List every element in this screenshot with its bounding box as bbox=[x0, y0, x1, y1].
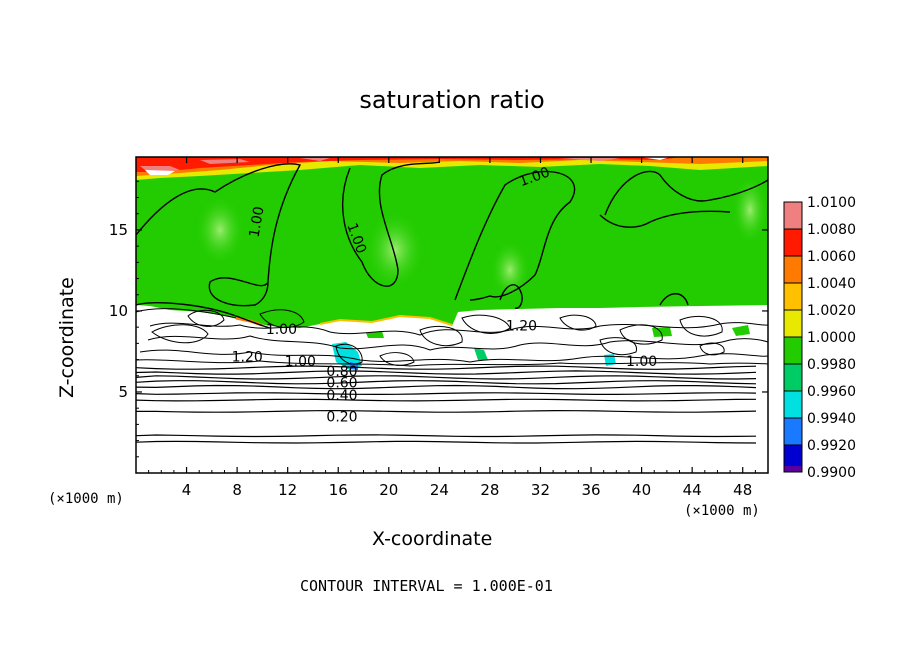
x-tick-label: 12 bbox=[278, 481, 297, 499]
colorbar-swatch bbox=[784, 202, 802, 229]
colorbar-swatch bbox=[784, 229, 802, 256]
colorbar: 1.0100 1.0080 1.0060 1.0040 1.0020 1.0000 0.99… bbox=[783, 195, 856, 481]
x-tick-label: 8 bbox=[232, 481, 242, 499]
x-axis-label: X-coordinate bbox=[372, 528, 493, 550]
x-unit-label-left: (×1000 m) bbox=[48, 491, 124, 507]
colorbar-label: 1.0100 bbox=[807, 195, 856, 211]
colorbar-swatch bbox=[784, 364, 802, 391]
colorbar-swatch bbox=[784, 391, 802, 418]
contour-label-text: 1.00 bbox=[626, 354, 657, 370]
contour-label: 1.20 bbox=[506, 319, 537, 335]
contour-line bbox=[136, 384, 757, 390]
green-island bbox=[732, 325, 750, 336]
colorbar-label: 1.0060 bbox=[807, 249, 856, 265]
x-tick-label: 4 bbox=[182, 481, 192, 499]
contour-label-text: 1.00 bbox=[266, 322, 297, 338]
contour-label: 1.00 bbox=[285, 354, 316, 370]
x-unit-label-right: (×1000 m) bbox=[684, 503, 760, 519]
top-band-red bbox=[136, 157, 680, 172]
x-tick-label: 20 bbox=[379, 481, 398, 499]
contour-label: 0.80 bbox=[326, 364, 357, 380]
colorbar-label: 0.9980 bbox=[807, 357, 856, 373]
colorbar-swatch bbox=[784, 466, 802, 472]
subsaturated-cyan-patch bbox=[332, 342, 362, 370]
colorbar-swatch bbox=[784, 310, 802, 337]
glow-blob bbox=[195, 195, 245, 265]
colorbar-label: 0.9920 bbox=[807, 438, 856, 454]
contour-line bbox=[136, 380, 757, 385]
glow-blob bbox=[490, 240, 530, 300]
contour-label: 1.00 bbox=[626, 354, 657, 370]
x-tick-label: 44 bbox=[683, 481, 702, 499]
contour-label: 0.40 bbox=[326, 388, 357, 404]
field-layer bbox=[136, 157, 768, 473]
saturated-region bbox=[136, 157, 768, 328]
x-tick-label: 24 bbox=[430, 481, 449, 499]
contour-line bbox=[136, 365, 757, 370]
glow-blob bbox=[365, 210, 425, 290]
cloud-base-fringe bbox=[319, 314, 453, 326]
colorbar-label: 1.0020 bbox=[807, 303, 856, 319]
contour-line bbox=[136, 434, 757, 438]
green-island bbox=[652, 327, 672, 337]
colorbar-swatch bbox=[784, 418, 802, 445]
x-axis: 4 8 12 16 20 24 28 32 36 40 44 48 bbox=[148, 157, 756, 499]
contour-line bbox=[136, 398, 757, 402]
y-axis: 5 10 15 bbox=[109, 180, 768, 458]
x-tick-label: 28 bbox=[480, 481, 499, 499]
contour-label-text: 0.60 bbox=[326, 375, 357, 391]
colorbar-label: 1.0080 bbox=[807, 222, 856, 238]
contour-line bbox=[136, 440, 757, 444]
y-tick-label: 5 bbox=[118, 383, 128, 401]
x-tick-label: 36 bbox=[581, 481, 600, 499]
colorbar-label: 0.9940 bbox=[807, 411, 856, 427]
x-tick-label: 48 bbox=[733, 481, 752, 499]
contour-label: 0.60 bbox=[326, 375, 357, 391]
colorbar-swatch bbox=[784, 256, 802, 283]
contour-label-text: 0.80 bbox=[326, 364, 357, 380]
colorbar-swatch bbox=[784, 337, 802, 364]
contour-label: 1.00 bbox=[246, 205, 267, 238]
glow-blob bbox=[732, 175, 768, 245]
contour-line bbox=[136, 370, 757, 375]
contour-label: 1.00 bbox=[266, 322, 297, 338]
colorbar-swatch bbox=[784, 445, 802, 472]
colorbar-label: 1.0040 bbox=[807, 276, 856, 292]
colorbar-label: 0.9960 bbox=[807, 384, 856, 400]
colorbar-label: 1.0000 bbox=[807, 330, 856, 346]
contour-line bbox=[136, 392, 757, 396]
x-tick-label: 40 bbox=[632, 481, 651, 499]
contours-1.00 bbox=[136, 161, 768, 329]
contour-label-text: 0.40 bbox=[326, 388, 357, 404]
contour-line bbox=[136, 409, 757, 413]
x-tick-label: 32 bbox=[531, 481, 550, 499]
contours-mid-layer bbox=[136, 308, 768, 367]
contour-interval-note: CONTOUR INTERVAL = 1.000E-01 bbox=[300, 577, 553, 595]
chart-title: saturation ratio bbox=[359, 86, 545, 114]
colorbar-label: 0.9900 bbox=[807, 465, 856, 481]
contour-label-text: 1.20 bbox=[506, 319, 537, 335]
y-tick-label: 10 bbox=[109, 302, 128, 320]
contour-label: 1.20 bbox=[232, 349, 263, 365]
contour-label-text: 1.20 bbox=[232, 349, 263, 365]
contours-stratified bbox=[136, 365, 757, 444]
subsaturated-cyan-patch bbox=[474, 348, 488, 360]
subsaturated-cyan-patch bbox=[604, 354, 616, 366]
contour-label-text: 1.00 bbox=[285, 354, 316, 370]
contour-line bbox=[136, 375, 757, 380]
contour-label: 0.20 bbox=[326, 409, 357, 425]
x-tick-label: 16 bbox=[329, 481, 348, 499]
contour-label-text: 1.00 bbox=[246, 205, 267, 238]
y-tick-label: 15 bbox=[109, 221, 128, 239]
contour-label-text: 0.20 bbox=[326, 409, 357, 425]
colorbar-swatch bbox=[784, 283, 802, 310]
